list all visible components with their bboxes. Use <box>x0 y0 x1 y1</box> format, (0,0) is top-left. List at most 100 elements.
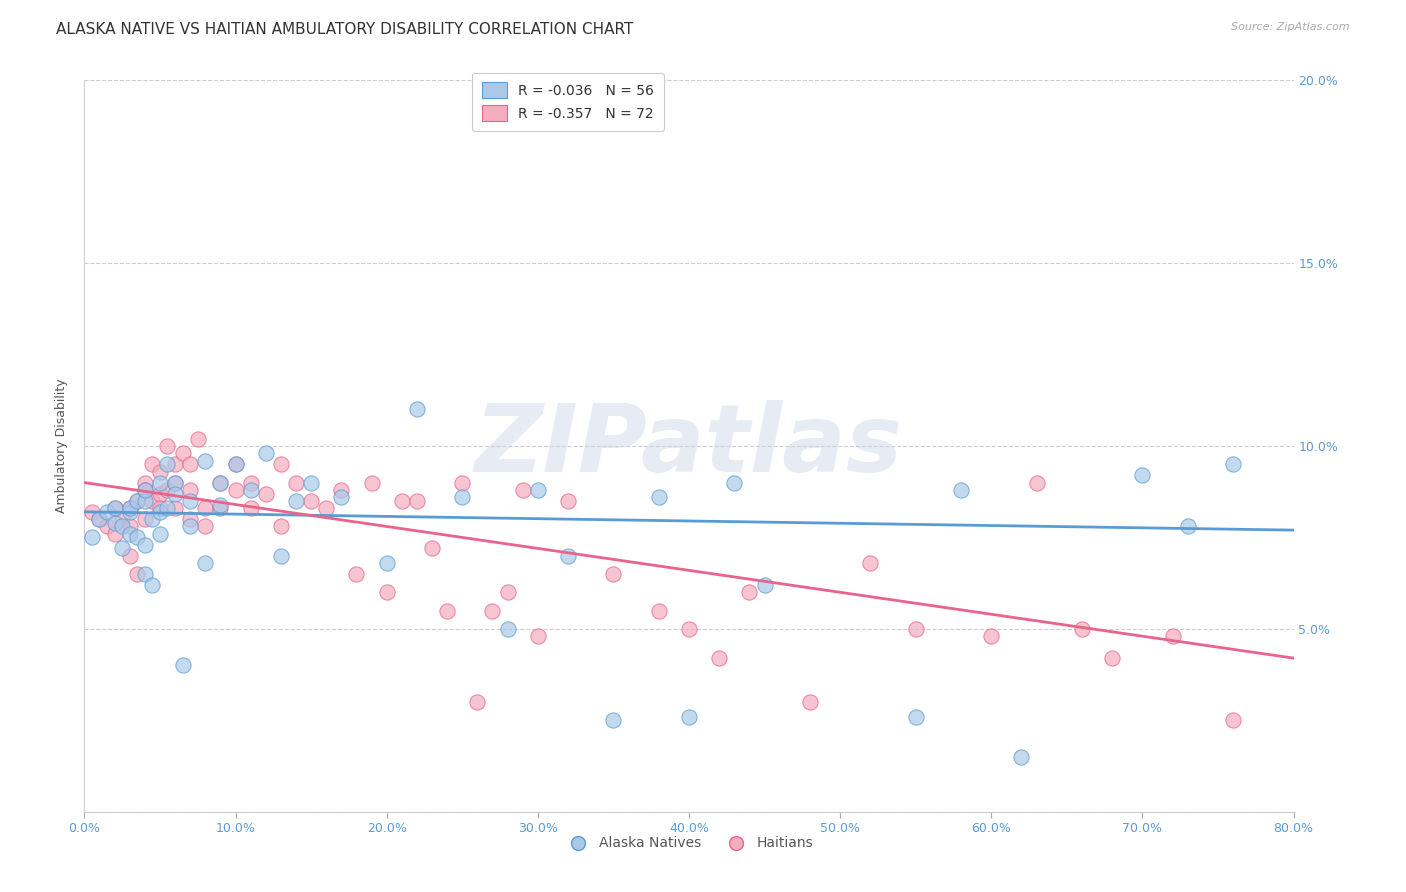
Point <box>89 512 111 526</box>
Point <box>165 457 187 471</box>
Point <box>225 483 247 497</box>
Point <box>738 585 761 599</box>
Point <box>118 526 141 541</box>
Point <box>602 567 624 582</box>
Point <box>1177 519 1199 533</box>
Point <box>225 457 247 471</box>
Point <box>156 457 179 471</box>
Point <box>270 549 292 563</box>
Point <box>187 432 209 446</box>
Point <box>118 519 141 533</box>
Text: ZIPatlas: ZIPatlas <box>475 400 903 492</box>
Point <box>104 526 127 541</box>
Point <box>451 490 474 504</box>
Point <box>799 695 821 709</box>
Point <box>512 483 534 497</box>
Point <box>648 490 671 504</box>
Point <box>127 494 149 508</box>
Point <box>270 519 292 533</box>
Point <box>406 402 429 417</box>
Point <box>980 629 1002 643</box>
Point <box>527 629 550 643</box>
Point <box>104 501 127 516</box>
Point <box>950 483 973 497</box>
Point <box>156 439 179 453</box>
Point <box>723 475 745 490</box>
Point <box>118 505 141 519</box>
Point <box>165 475 187 490</box>
Point <box>330 490 353 504</box>
Point <box>254 486 277 500</box>
Point <box>141 457 163 471</box>
Point <box>299 475 322 490</box>
Point <box>141 494 163 508</box>
Point <box>179 494 201 508</box>
Point <box>179 512 201 526</box>
Point <box>557 494 579 508</box>
Point <box>375 556 398 570</box>
Point <box>527 483 550 497</box>
Point <box>346 567 368 582</box>
Point <box>209 475 232 490</box>
Point <box>104 516 127 530</box>
Point <box>141 578 163 592</box>
Text: Source: ZipAtlas.com: Source: ZipAtlas.com <box>1232 22 1350 32</box>
Point <box>134 475 156 490</box>
Point <box>165 501 187 516</box>
Point <box>134 538 156 552</box>
Point <box>149 486 172 500</box>
Point <box>80 530 103 544</box>
Point <box>496 622 519 636</box>
Point <box>360 475 382 490</box>
Point <box>149 475 172 490</box>
Point <box>96 519 118 533</box>
Point <box>481 603 503 617</box>
Point <box>678 622 700 636</box>
Point <box>194 519 217 533</box>
Point <box>134 483 156 497</box>
Point <box>496 585 519 599</box>
Point <box>134 483 156 497</box>
Point <box>156 483 179 497</box>
Point <box>80 505 103 519</box>
Point <box>602 714 624 728</box>
Point <box>89 512 111 526</box>
Point <box>285 475 308 490</box>
Point <box>299 494 322 508</box>
Point <box>254 446 277 460</box>
Point <box>315 501 337 516</box>
Point <box>1071 622 1094 636</box>
Point <box>1222 457 1244 471</box>
Point <box>467 695 489 709</box>
Point <box>156 501 179 516</box>
Point <box>270 457 292 471</box>
Point <box>557 549 579 563</box>
Point <box>127 567 149 582</box>
Point <box>127 530 149 544</box>
Point <box>1025 475 1047 490</box>
Point <box>1161 629 1184 643</box>
Point <box>709 651 731 665</box>
Point <box>285 494 308 508</box>
Point <box>451 475 474 490</box>
Point <box>209 501 232 516</box>
Point <box>141 512 163 526</box>
Point <box>194 453 217 467</box>
Point <box>111 512 134 526</box>
Point <box>127 494 149 508</box>
Point <box>118 549 141 563</box>
Point <box>420 541 443 556</box>
Point <box>436 603 458 617</box>
Point <box>239 501 262 516</box>
Point <box>1011 749 1033 764</box>
Point <box>225 457 247 471</box>
Point <box>149 501 172 516</box>
Point <box>165 475 187 490</box>
Point <box>118 501 141 516</box>
Point <box>96 505 118 519</box>
Point <box>149 526 172 541</box>
Point <box>111 519 134 533</box>
Point <box>375 585 398 599</box>
Point <box>239 475 262 490</box>
Point <box>179 457 201 471</box>
